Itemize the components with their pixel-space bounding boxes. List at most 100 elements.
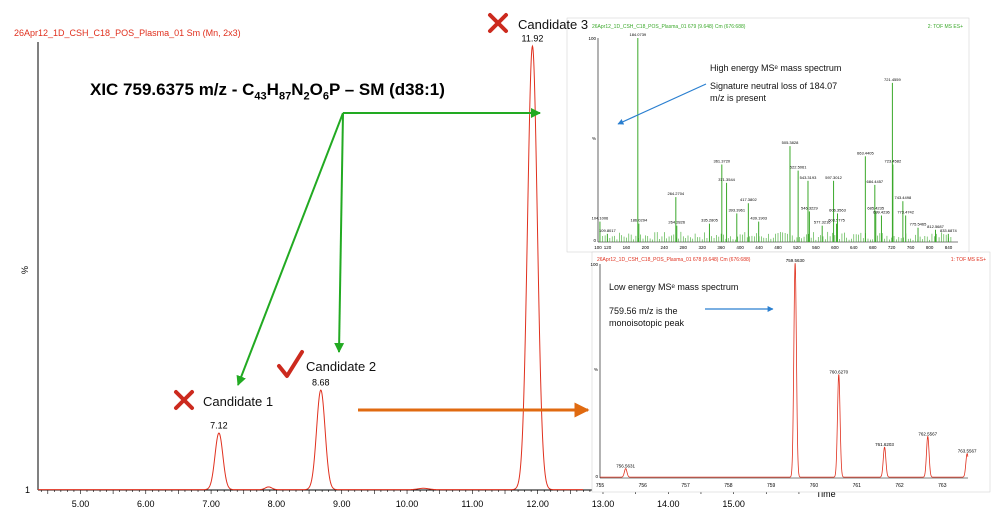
high-x-tick-label: 760: [907, 245, 915, 250]
low-x-tick-label: 760: [810, 483, 819, 489]
high-peak-label: 721.4559: [884, 77, 901, 82]
low-x-tick-label: 755: [596, 483, 605, 489]
x-tick-label: 15.00: [722, 499, 745, 509]
x-tick-label: 6.00: [137, 499, 155, 509]
high-x-tick-label: 800: [926, 245, 934, 250]
low-x-tick-label: 757: [681, 483, 690, 489]
high-peak-label: 723.4582: [885, 158, 902, 163]
high-y-tick-label: 100: [588, 36, 596, 41]
x-tick-label: 11.00: [461, 499, 483, 509]
high-peak-label: 393.3961: [728, 207, 745, 212]
green-arrow-to-candidate-2: [334, 112, 345, 353]
high-x-tick-label: 320: [698, 245, 706, 250]
high-peak-label: 773.4742: [897, 209, 914, 214]
candidate-2-check-icon: [277, 350, 304, 378]
high-x-tick-label: 100: [594, 245, 602, 250]
candidate-1-reject-icon: [174, 390, 194, 410]
high-peak-label: 597.3012: [825, 175, 842, 180]
high-peak-label: 699.4236: [873, 209, 890, 214]
low-energy-panel: [591, 251, 991, 493]
high-peak-label: 439.1903: [750, 216, 767, 221]
high-peak-label: 184.0739: [629, 32, 646, 37]
low-energy-header: 26Apr12_1D_CSH_C18_POS_Plasma_01 678 (9.…: [597, 257, 751, 263]
high-peak-label: 812.5687: [927, 224, 944, 229]
low-energy-header-right: 1: TOF MS ES+: [951, 257, 986, 263]
high-x-tick-label: 520: [793, 245, 801, 250]
high-x-tick-label: 560: [812, 245, 820, 250]
high-x-tick-label: 640: [850, 245, 858, 250]
high-peak-label: 543.3193: [800, 175, 817, 180]
high-x-tick-label: 200: [642, 245, 650, 250]
cross-stroke: [174, 390, 194, 410]
high-peak-label: 371.3544: [718, 177, 735, 182]
high-peak-label: 505.3828: [782, 140, 799, 145]
xic-title: XIC 759.6375 m/z - C43H87N2O6P – SM (d38…: [90, 80, 445, 103]
high-peak-label: 684.4457: [866, 179, 883, 184]
low-y-tick-label: 100: [590, 262, 598, 267]
high-peak-label: 685.4235: [867, 205, 884, 210]
high-x-tick-label: 120: [604, 245, 612, 250]
high-x-tick-label: 160: [623, 245, 631, 250]
low-peak-label: 756.5631: [616, 463, 635, 468]
low-energy-trace: [600, 263, 969, 478]
low-x-tick-label: 758: [724, 483, 733, 489]
low-energy-title: Low energy MSᵉ mass spectrum: [609, 282, 739, 292]
chromatogram-header: 26Apr12_1D_CSH_C18_POS_Plasma_01 Sm (Mn,…: [14, 28, 241, 38]
high-peak-label: 109.8017: [599, 228, 616, 233]
high-peak-label: 522.5061: [790, 165, 807, 170]
low-peak-label: 762.5567: [918, 431, 937, 436]
low-x-tick-label: 762: [895, 483, 904, 489]
low-energy-annotation: 759.56 m/z is the monoisotopic peak: [609, 306, 685, 328]
high-x-tick-label: 720: [888, 245, 896, 250]
high-peak-label: 264.2826: [668, 220, 685, 225]
y-tick-label: 1: [25, 485, 30, 495]
high-peak-label: 577.3216: [814, 220, 831, 225]
candidate-3-label: Candidate 3: [518, 17, 589, 32]
high-peak-label: 833.6874: [940, 228, 957, 233]
low-peak-label: 759.5630: [786, 258, 805, 263]
high-peak-label: 361.3720: [713, 158, 730, 163]
x-tick-label: 12.00: [526, 499, 549, 509]
candidate-1-label: Candidate 1: [203, 394, 274, 409]
x-tick-label: 9.00: [333, 499, 351, 509]
high-energy-header-right: 2: TOF MS ES+: [928, 24, 963, 30]
high-peak-label: 335.2805: [701, 218, 718, 223]
cross-stroke: [488, 13, 508, 33]
candidate-2-label: Candidate 2: [306, 359, 377, 374]
high-peak-label: 104.1006: [592, 216, 609, 221]
low-x-tick-label: 759: [767, 483, 776, 489]
high-x-tick-label: 280: [680, 245, 688, 250]
candidate-3-reject-icon: [488, 13, 508, 33]
xic-trace: [38, 44, 584, 491]
high-energy-title: High energy MSᵉ mass spectrum: [710, 63, 842, 73]
high-x-tick-label: 360: [717, 245, 725, 250]
high-peak-label: 546.3229: [801, 205, 818, 210]
x-tick-label: 7.00: [202, 499, 220, 509]
high-peak-label: 775.5465: [910, 222, 927, 227]
low-y-tick-label: %: [594, 367, 598, 372]
low-peak-label: 761.6203: [875, 442, 894, 447]
peak-label: 7.12: [210, 420, 228, 430]
low-peak-label: 763.5567: [958, 448, 977, 453]
high-energy-annotation: Signature neutral loss of 184.07 m/z is …: [710, 81, 838, 103]
high-peak-label: 743.4498: [895, 195, 912, 200]
y-axis-label: %: [20, 266, 30, 274]
high-peak-label: 186.0294: [630, 218, 647, 223]
low-x-tick-label: 761: [853, 483, 862, 489]
low-y-tick-label: 0: [595, 474, 598, 479]
low-peak-label: 760.6270: [829, 369, 848, 374]
low-x-tick-label: 763: [938, 483, 947, 489]
high-x-tick-label: 480: [774, 245, 782, 250]
high-x-tick-label: 400: [736, 245, 744, 250]
blue-arrow-neutral-loss: [617, 83, 707, 125]
x-axis-label: Time: [816, 489, 836, 499]
high-energy-panel: [566, 17, 970, 253]
high-x-tick-label: 240: [661, 245, 669, 250]
high-peak-label: 417.3802: [740, 197, 757, 202]
high-energy-header: 26Apr12_1D_CSH_C18_POS_Plasma_01 679 (9.…: [592, 24, 746, 30]
high-y-tick-label: %: [592, 136, 596, 141]
x-tick-label: 13.00: [592, 499, 615, 509]
high-x-tick-label: 600: [831, 245, 839, 250]
